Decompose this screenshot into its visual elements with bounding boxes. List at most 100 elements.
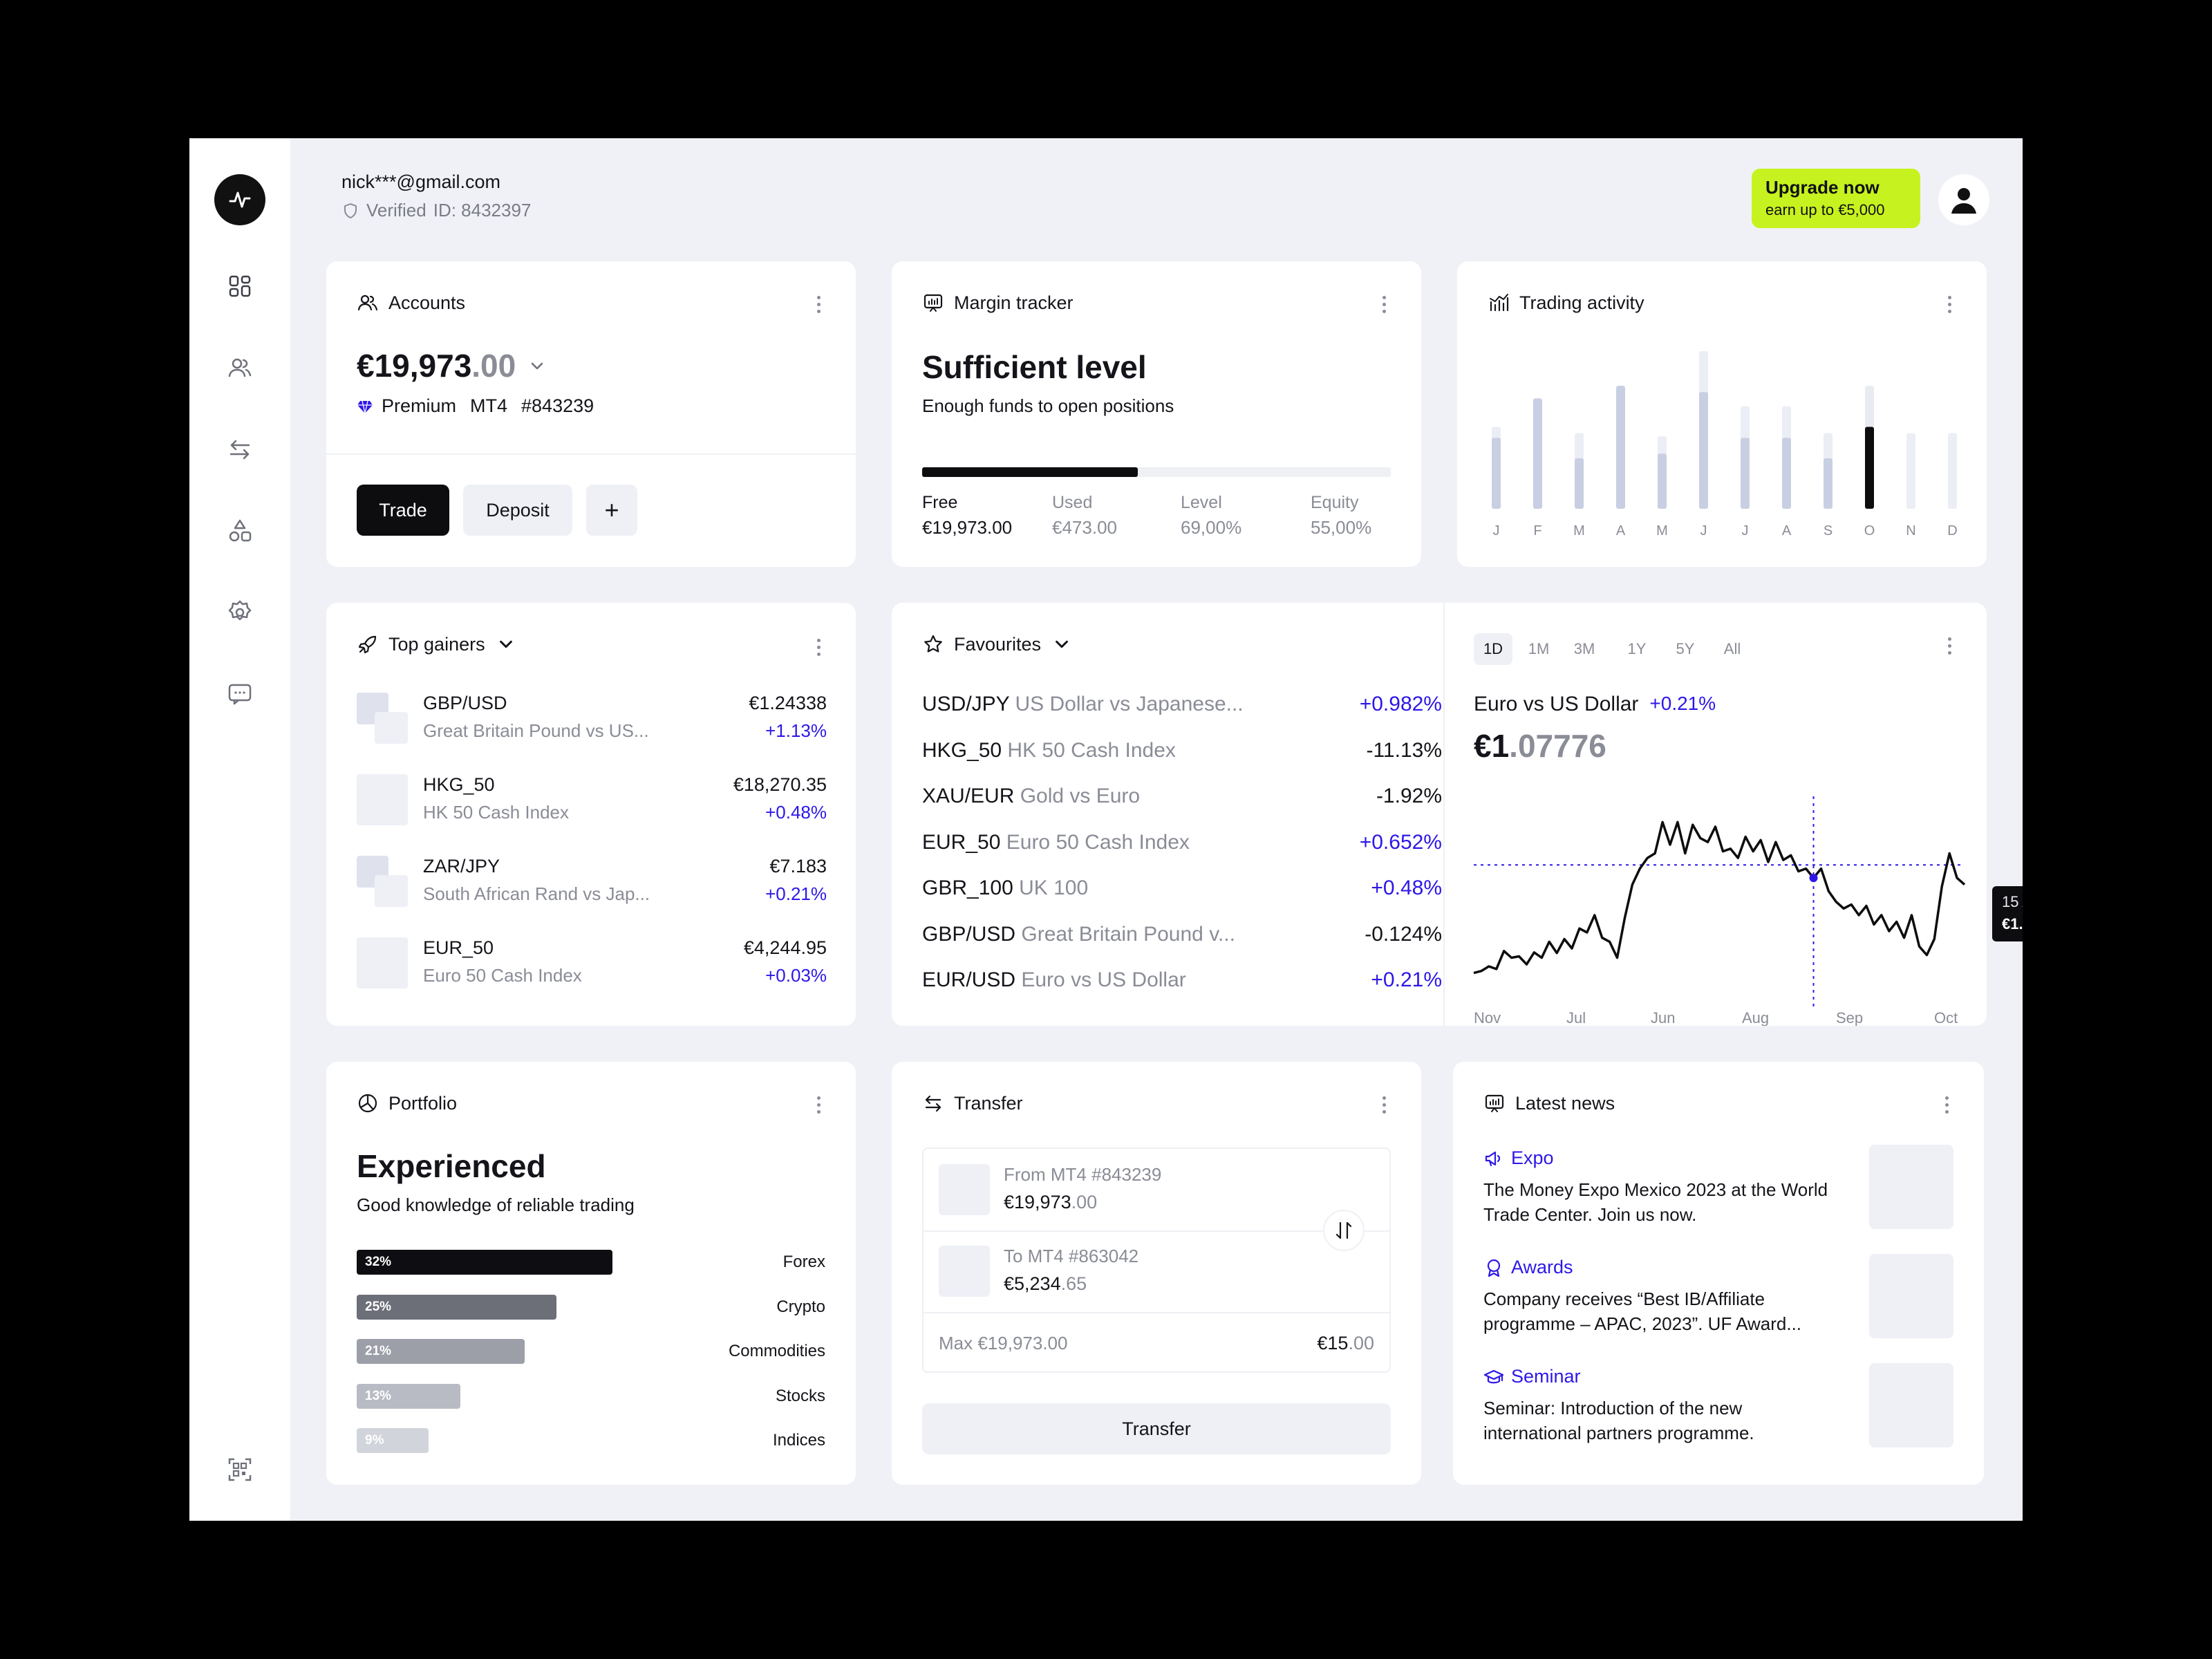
activity-bar [1824, 458, 1833, 509]
gainer-change: +1.13% [765, 720, 827, 741]
favourite-row[interactable]: USD/JPY US Dollar vs Japanese... +0.982% [922, 693, 1442, 716]
favourite-instrument: XAU/EUR Gold vs Euro [922, 785, 1140, 808]
more-options-icon[interactable] [812, 635, 825, 659]
news-category: Seminar [1483, 1366, 1953, 1387]
margin-progress-fill [922, 467, 1138, 477]
award-icon [1487, 1259, 1501, 1277]
gainer-row[interactable]: HKG_50 HK 50 Cash Index €18,270.35 +0.48% [357, 774, 827, 830]
tab-timeframe[interactable]: 3M [1573, 640, 1595, 657]
news-item[interactable]: Seminar Seminar: Introduction of the new … [1483, 1363, 1953, 1447]
tab-timeframe[interactable]: 5Y [1676, 640, 1695, 657]
tab-timeframe[interactable]: 1M [1528, 640, 1550, 657]
tab-timeframe[interactable]: 1Y [1627, 640, 1647, 657]
activity-month-label: J [1742, 523, 1749, 538]
favourite-symbol: GBP/USD [922, 922, 1016, 946]
portfolio-bar: 21% [357, 1339, 525, 1364]
more-options-icon[interactable] [1377, 292, 1391, 317]
favourite-change: -11.13% [1366, 738, 1442, 762]
favourites-header[interactable]: Favourites [922, 633, 1073, 655]
favourite-row[interactable]: EUR_50 Euro 50 Cash Index +0.652% [922, 831, 1442, 854]
app-logo[interactable] [214, 174, 265, 225]
deposit-button[interactable]: Deposit [463, 485, 572, 536]
news-thumbnail [1869, 1145, 1953, 1229]
chevron-down-icon [499, 640, 512, 648]
accounts-card: Accounts €19,973.00 Premium MT4 #843239 … [326, 261, 856, 567]
swap-vertical-icon [1335, 1221, 1352, 1239]
chevron-down-icon[interactable] [527, 355, 547, 376]
margin-stat-label: Level [1181, 493, 1222, 512]
more-options-icon[interactable] [812, 292, 825, 317]
transfer-form: From MT4 #843239 €19,973.00 To MT4 #8630… [922, 1147, 1391, 1373]
shapes-icon[interactable] [226, 517, 254, 545]
favourite-symbol: HKG_50 [922, 738, 1002, 762]
favourite-row[interactable]: XAU/EUR Gold vs Euro -1.92% [922, 785, 1442, 808]
tooltip-value: €1.08723 [2002, 915, 2023, 932]
upgrade-button[interactable]: Upgrade now earn up to €5,000 [1752, 169, 1920, 228]
favourite-row[interactable]: GBP/USD Great Britain Pound v... -0.124% [922, 923, 1442, 946]
upgrade-subtitle: earn up to €5,000 [1765, 201, 1885, 218]
activity-month-label: S [1824, 523, 1833, 538]
activity-month-label: A [1616, 523, 1626, 538]
transfer-button[interactable]: Transfer [922, 1403, 1391, 1454]
balance-row: €19,973.00 [357, 347, 547, 384]
portfolio-bar: 13% [357, 1383, 461, 1409]
users-icon[interactable] [226, 354, 254, 382]
megaphone-icon [1485, 1151, 1501, 1166]
margin-stat: Free €19,973.00 [922, 493, 1012, 538]
settings-icon[interactable] [226, 599, 254, 626]
favourite-row[interactable]: GBR_100 UK 100 +0.48% [922, 877, 1442, 900]
chevron-down-icon [1056, 640, 1068, 648]
activity-month-label: A [1782, 523, 1792, 538]
activity-bar [1699, 392, 1708, 509]
card-title: Accounts [388, 292, 466, 313]
news-item[interactable]: Expo The Money Expo Mexico 2023 at the Wo… [1483, 1145, 1953, 1229]
portfolio-level: Experienced [357, 1148, 546, 1184]
graduation-cap-icon [1483, 1369, 1504, 1383]
favourite-row[interactable]: HKG_50 HK 50 Cash Index -11.13% [922, 739, 1442, 762]
dashboard-icon[interactable] [226, 272, 254, 300]
instrument-thumb [357, 774, 408, 825]
gainer-price: €18,270.35 [733, 774, 827, 795]
trade-button[interactable]: Trade [357, 485, 449, 536]
add-account-button[interactable]: + [586, 485, 637, 536]
gainer-row[interactable]: ZAR/JPY South African Rand vs Jap... €7.18… [357, 856, 827, 911]
swap-button[interactable] [1323, 1210, 1365, 1251]
more-options-icon[interactable] [1377, 1092, 1391, 1117]
sidebar [189, 138, 290, 1521]
card-title: Margin tracker [954, 292, 1074, 313]
latest-news-card: Latest news Expo The Money Expo Mexico 20… [1453, 1062, 1984, 1485]
gainer-row[interactable]: EUR_50 Euro 50 Cash Index €4,244.95 +0.03% [357, 937, 827, 993]
qr-code-icon[interactable] [226, 1456, 254, 1483]
favourite-name: Euro vs US Dollar [1021, 968, 1186, 991]
accounts-header: Accounts [357, 292, 465, 314]
instrument-thumb [357, 856, 408, 907]
more-options-icon[interactable] [1942, 292, 1956, 317]
favourite-row[interactable]: EUR/USD Euro vs US Dollar +0.21% [922, 968, 1442, 992]
portfolio-bar-label: Stocks [775, 1386, 825, 1405]
activity-bar [1782, 438, 1791, 509]
pie-chart-icon [358, 1094, 377, 1113]
news-item[interactable]: Awards Company receives “Best IB/Affiliat… [1483, 1254, 1953, 1338]
transfer-icon[interactable] [226, 435, 254, 463]
avatar[interactable] [1938, 174, 1989, 225]
more-options-icon[interactable] [812, 1092, 825, 1117]
tab-timeframe[interactable]: All [1723, 640, 1741, 657]
verification-row: Verified ID: 8432397 [341, 200, 531, 221]
news-category: Expo [1483, 1147, 1953, 1169]
margin-stat-value: 55,00% [1311, 517, 1372, 538]
top-gainers-header[interactable]: Top gainers [357, 633, 517, 655]
tab-timeframe[interactable]: 1D [1474, 633, 1512, 665]
user-id: ID: 8432397 [433, 200, 532, 221]
more-options-icon[interactable] [1940, 1092, 1953, 1117]
x-axis-label: Aug [1742, 1009, 1769, 1026]
messages-icon[interactable] [226, 680, 254, 708]
chart-tooltip: 15 Aug 11:43 AM €1.08723 [1992, 886, 2023, 941]
favourites-card: Favourites USD/JPY US Dollar vs Japanese… [892, 603, 2023, 1026]
gainer-row[interactable]: GBP/USD Great Britain Pound vs US... €1.24… [357, 693, 827, 748]
activity-bar [1865, 427, 1874, 509]
favourite-instrument: GBR_100 UK 100 [922, 877, 1088, 900]
more-options-icon[interactable] [1942, 633, 1956, 658]
portfolio-bar-label: Crypto [776, 1297, 825, 1316]
gainer-name: HK 50 Cash Index [423, 802, 570, 823]
transfer-amount-input[interactable]: €15.00 [1317, 1333, 1374, 1353]
